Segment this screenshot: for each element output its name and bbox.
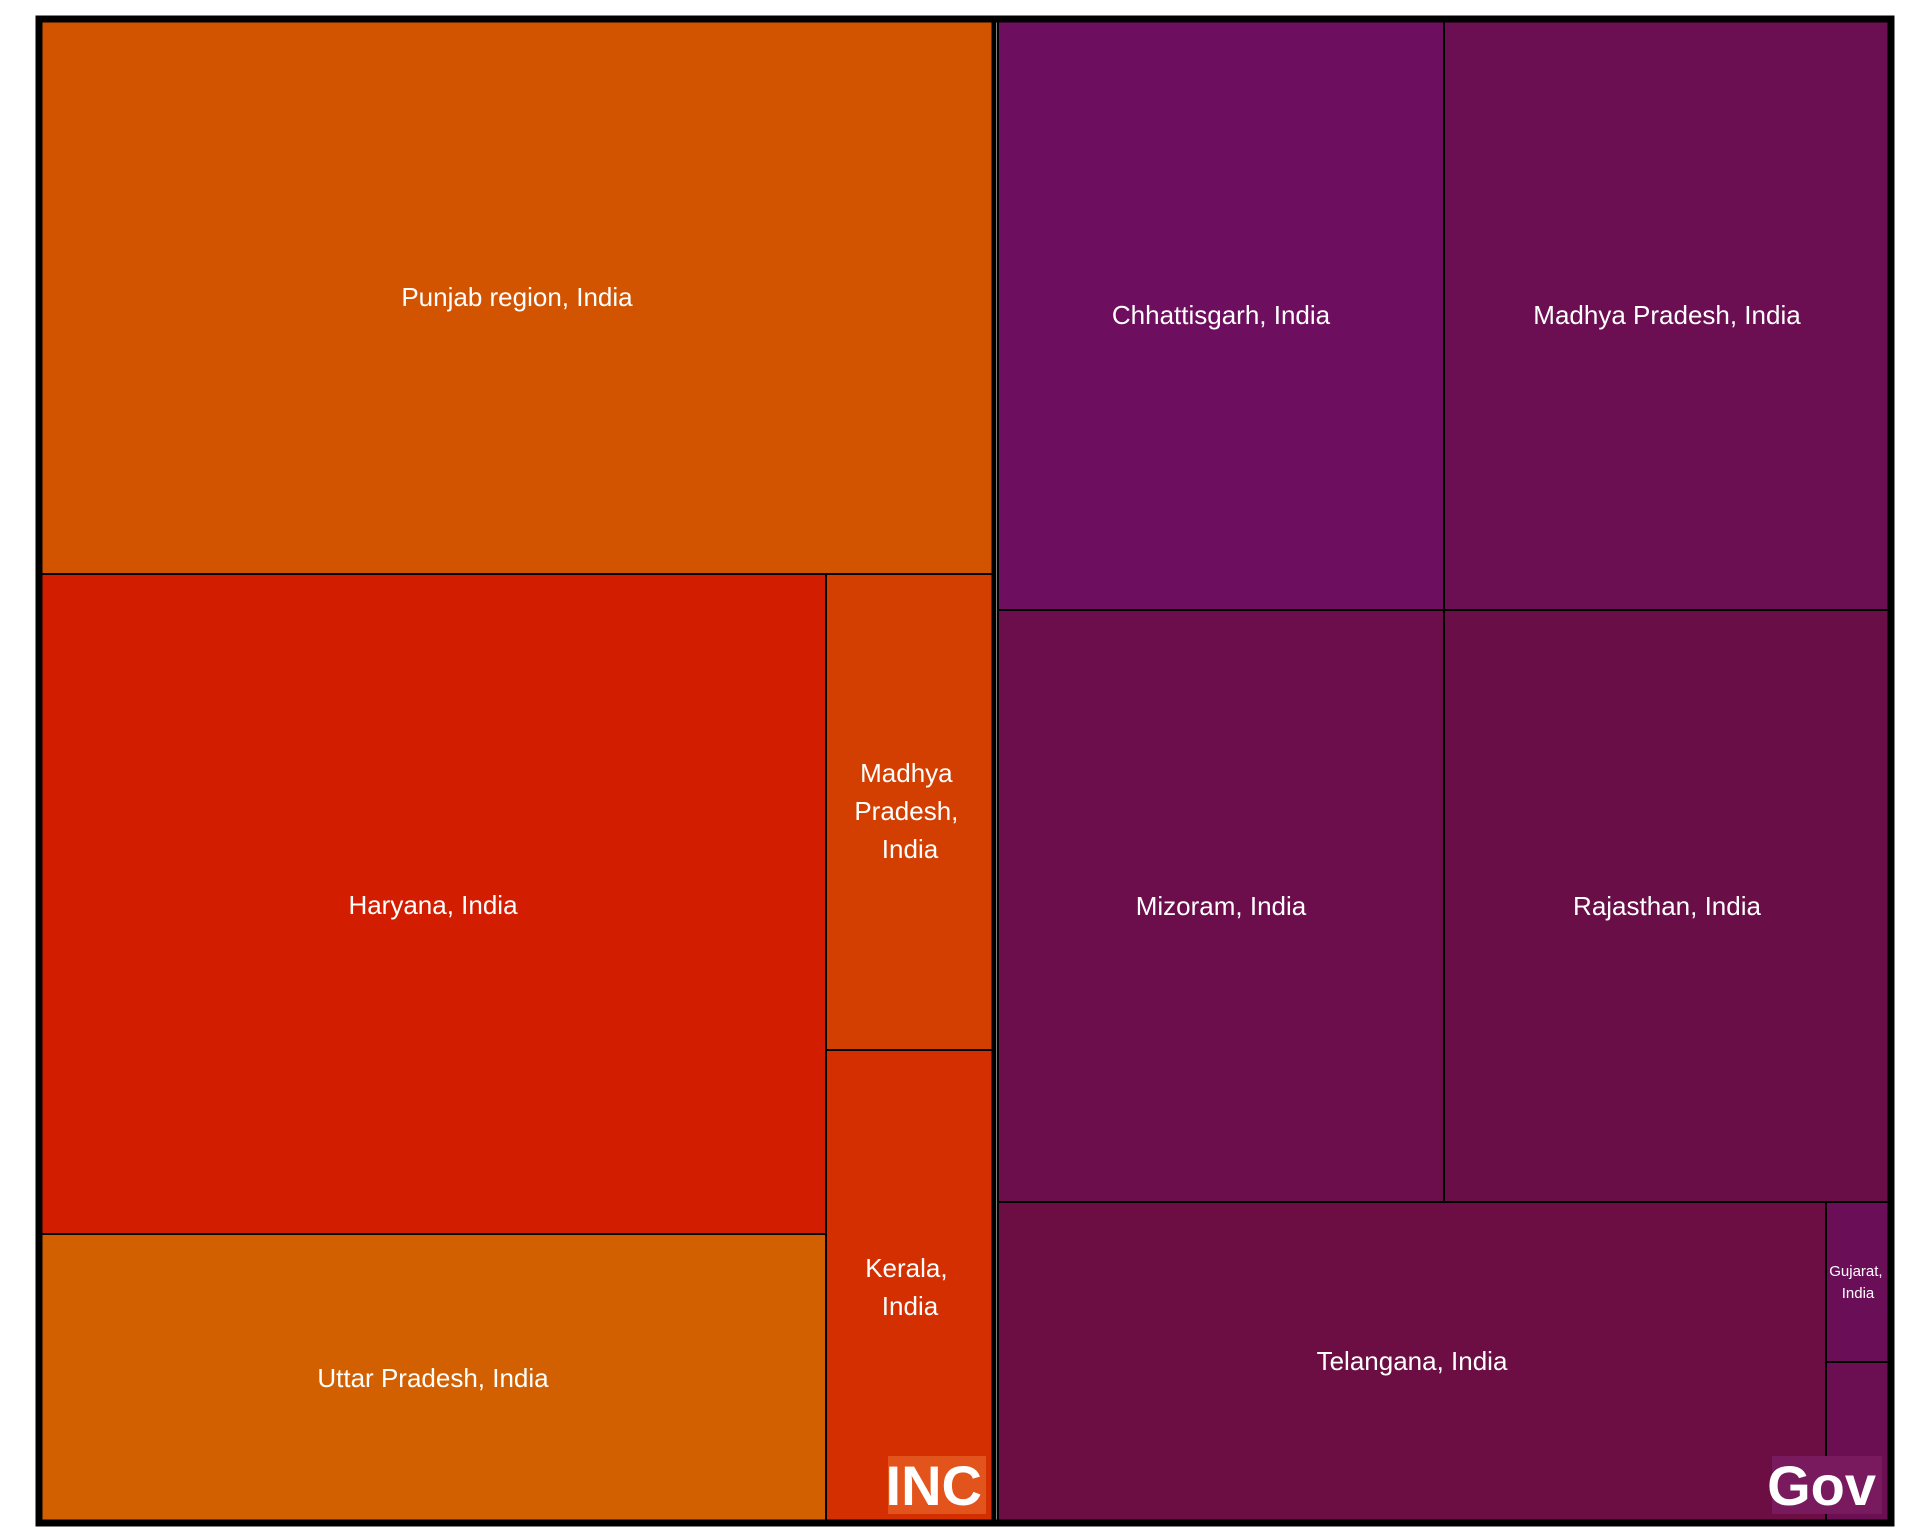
label-gujarat: Gujarat, India — [1829, 1263, 1887, 1302]
group-gov-label: Gov — [1767, 1454, 1876, 1517]
label-telangana: Telangana, India — [1317, 1346, 1508, 1376]
label-gujarat-line2: India — [1842, 1285, 1875, 1302]
tile-uttar-pradesh — [39, 1233, 827, 1523]
tile-punjab-region — [39, 19, 995, 575]
tile-haryana — [39, 573, 827, 1235]
tile-chhattisgarh — [997, 19, 1445, 611]
label-kerala: Kerala, India — [865, 1253, 955, 1321]
label-gujarat-line1: Gujarat, — [1829, 1263, 1882, 1280]
label-madhya-pradesh-inc-line3: India — [882, 834, 939, 864]
label-chhattisgarh: Chhattisgarh, India — [1112, 300, 1331, 330]
label-haryana: Haryana, India — [348, 890, 518, 920]
label-madhya-pradesh-inc-line1: Madhya — [860, 758, 953, 788]
label-madhya-pradesh-inc: Madhya Pradesh, India — [854, 758, 965, 864]
chart-outer-border — [35, 15, 1895, 1527]
tile-madhya-pradesh-inc — [825, 573, 995, 1051]
label-uttar-pradesh: Uttar Pradesh, India — [317, 1363, 549, 1393]
label-punjab-region: Punjab region, India — [401, 282, 633, 312]
label-kerala-line1: Kerala, — [865, 1253, 947, 1283]
tile-mizoram — [997, 609, 1445, 1203]
tile-kerala — [825, 1049, 995, 1523]
group-inc-label-bg — [888, 1456, 986, 1514]
group-inc: Punjab region, India Haryana, India Utta… — [37, 17, 997, 1525]
group-inc-label: INC — [886, 1454, 982, 1517]
label-madhya-pradesh-gov: Madhya Pradesh, India — [1533, 300, 1801, 330]
tile-telangana — [997, 1201, 1827, 1523]
group-gov: Chhattisgarh, India Madhya Pradesh, Indi… — [991, 17, 1893, 1525]
tile-rajasthan — [1443, 609, 1891, 1203]
label-madhya-pradesh-inc-line2: Pradesh, — [854, 796, 958, 826]
group-gov-label-bg — [1772, 1456, 1882, 1514]
label-kerala-line2: India — [882, 1291, 939, 1321]
label-mizoram: Mizoram, India — [1136, 891, 1307, 921]
label-rajasthan: Rajasthan, India — [1573, 891, 1761, 921]
tile-gujarat — [1825, 1201, 1891, 1363]
